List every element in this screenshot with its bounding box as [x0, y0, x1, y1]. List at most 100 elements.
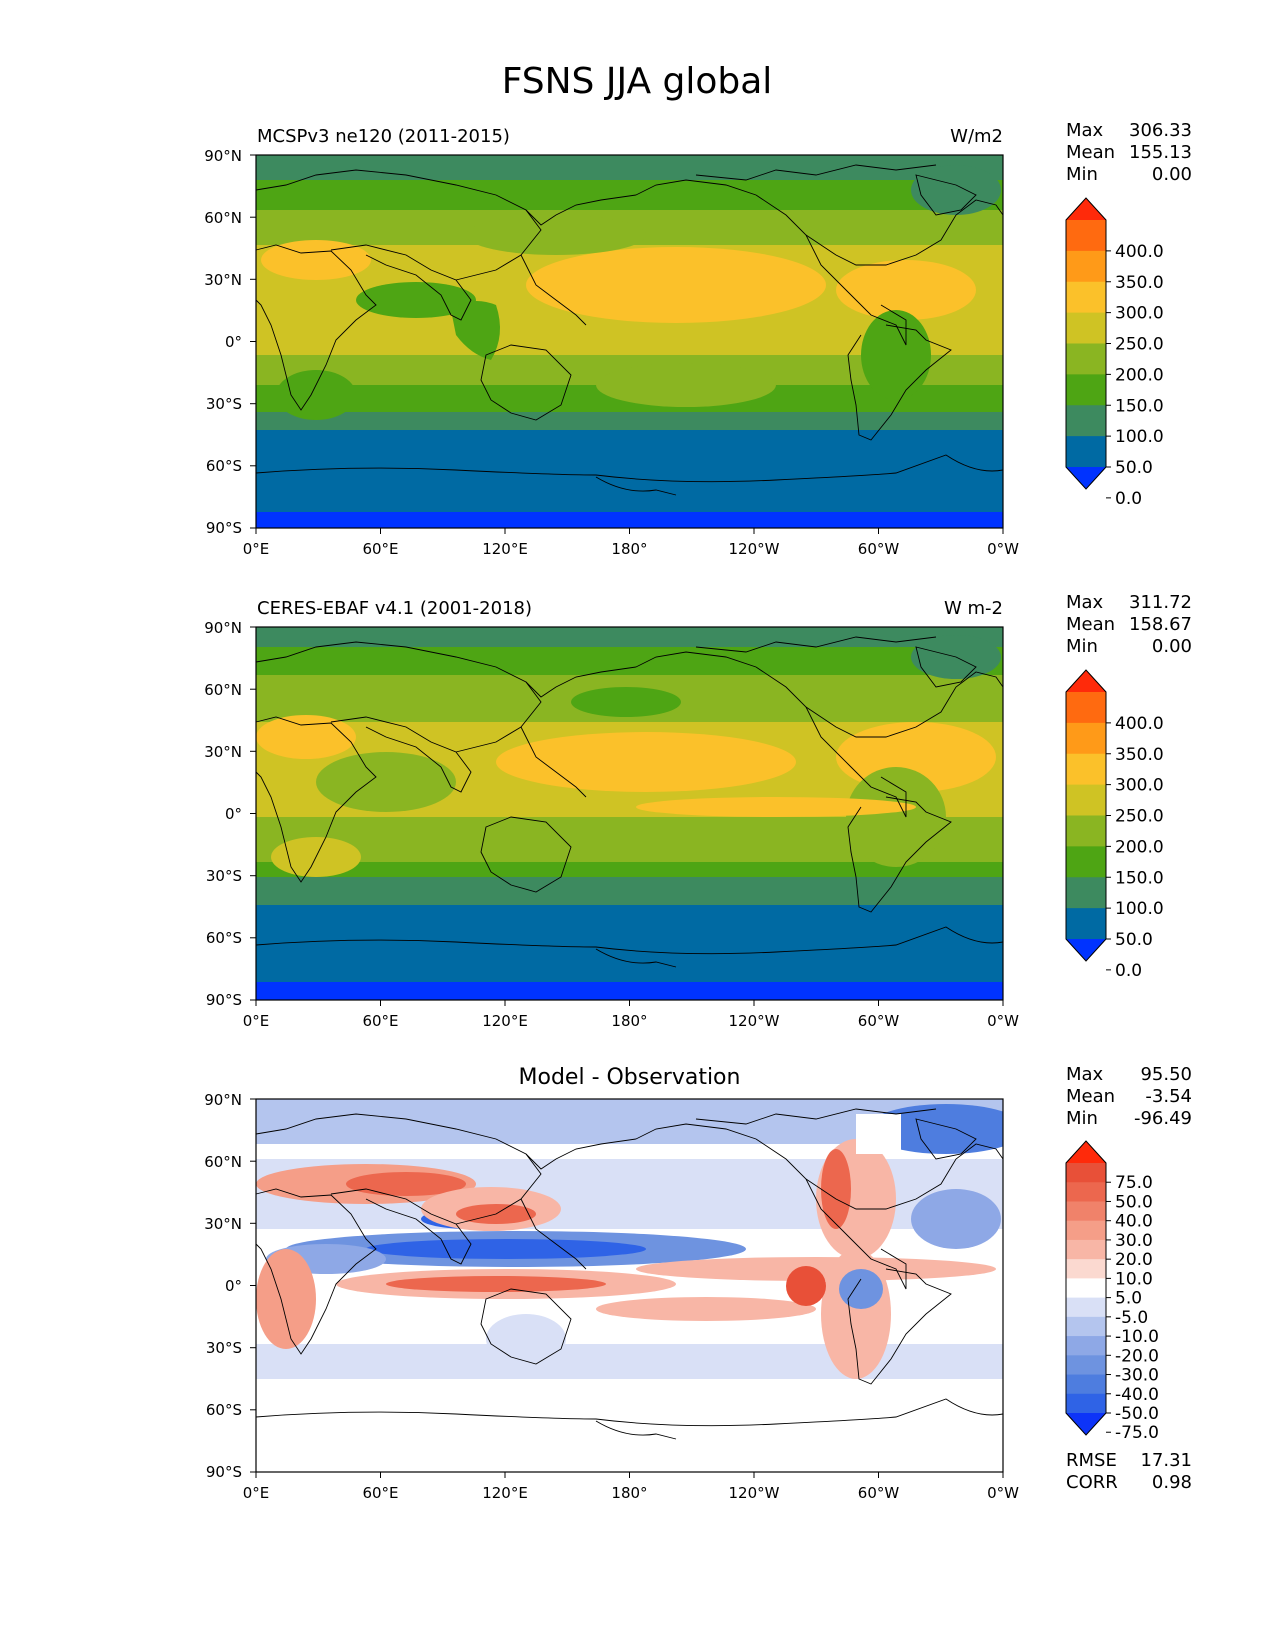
colorbar-swatch — [1066, 1239, 1106, 1260]
stat-value: 155.13 — [1129, 142, 1192, 163]
lat-tick-label: 0° — [225, 1277, 242, 1295]
colorbar-tick-label: 150.0 — [1115, 868, 1164, 888]
lat-tick-label: 60°S — [206, 1401, 242, 1419]
lon-tick-label: 60°E — [362, 1012, 398, 1030]
stat-name: CORR — [1066, 1472, 1118, 1493]
panel-model-lat-axis: 90°N 60°N 30°N 0° 30°S 60°S 90°S — [204, 147, 256, 537]
panel-obs: CERES-EBAF v4.1 (2001-2018) W m-2 — [204, 592, 1192, 1030]
lat-tick-label: 60°N — [204, 209, 242, 227]
colorbar-tick-label: 50.0 — [1115, 1192, 1153, 1212]
panel-diff-lat-axis: 90°N 60°N 30°N 0° 30°S 60°S 90°S — [204, 1091, 256, 1481]
colorbar-tick-label: 400.0 — [1115, 242, 1164, 262]
stat-name: RMSE — [1066, 1450, 1117, 1471]
figure-title: FSNS JJA global — [502, 61, 773, 102]
panel-obs-lat-axis: 90°N 60°N 30°N 0° 30°S 60°S 90°S — [204, 619, 256, 1009]
colorbar-tick-label: 0.0 — [1115, 961, 1142, 981]
colorbar-tick-label: -5.0 — [1115, 1308, 1148, 1328]
colorbar-swatch — [1066, 692, 1106, 724]
lon-tick-label: 0°E — [243, 1012, 270, 1030]
colorbar-tick-label: 200.0 — [1115, 365, 1164, 385]
colorbar-tick-label: 250.0 — [1115, 807, 1164, 827]
stat-value: 158.67 — [1129, 614, 1192, 635]
colorbar-swatch — [1066, 312, 1106, 345]
lon-tick-label: 60°E — [362, 1484, 398, 1502]
colorbar-swatch — [1066, 1297, 1106, 1318]
lat-tick-label: 90°S — [206, 519, 242, 537]
lon-tick-label: 120°E — [482, 540, 528, 558]
lon-tick-label: 0°W — [987, 1484, 1019, 1502]
stat-value: -96.49 — [1134, 1108, 1192, 1129]
colorbar-swatch — [1066, 815, 1106, 847]
colorbar-tick-label: 50.0 — [1115, 458, 1153, 478]
colorbar-tick-label: 30.0 — [1115, 1231, 1153, 1251]
colorbar-extend-min — [1066, 1413, 1106, 1435]
colorbar-tick-label: 200.0 — [1115, 837, 1164, 857]
colorbar-swatch — [1066, 784, 1106, 817]
panel-diff-title: Model - Observation — [519, 1065, 741, 1090]
stat-name: Mean — [1066, 1086, 1115, 1107]
colorbar-swatch — [1066, 908, 1106, 940]
lat-tick-label: 60°N — [204, 1153, 242, 1171]
panel-obs-stats: Max 311.72 Mean 158.67 Min 0.00 — [1066, 592, 1192, 657]
colorbar-swatch — [1066, 250, 1106, 283]
colorbar-tick-label: 150.0 — [1115, 396, 1164, 416]
colorbar-tick-label: -20.0 — [1115, 1346, 1159, 1366]
colorbar-tick-label: 250.0 — [1115, 335, 1164, 355]
stat-name: Min — [1066, 1108, 1098, 1129]
lon-tick-label: 120°E — [482, 1484, 528, 1502]
colorbar-swatch — [1066, 1336, 1106, 1356]
colorbar-swatch — [1066, 1163, 1106, 1183]
panel-model: MCSPv3 ne120 (2011-2015) W/m2 — [204, 120, 1192, 558]
colorbar-tick-label: 100.0 — [1115, 427, 1164, 447]
lat-tick-label: 30°N — [204, 743, 242, 761]
colorbar-swatch — [1066, 343, 1106, 375]
lon-tick-label: 180° — [611, 1012, 647, 1030]
stat-value: 17.31 — [1140, 1450, 1192, 1471]
colorbar-tick-label: 20.0 — [1115, 1250, 1153, 1270]
lon-tick-label: 60°W — [858, 540, 900, 558]
colorbar-swatch — [1066, 436, 1106, 468]
lon-tick-label: 120°W — [729, 1012, 780, 1030]
lat-tick-label: 30°S — [206, 1339, 242, 1357]
colorbar-swatch — [1066, 1201, 1106, 1222]
colorbar-swatch — [1066, 1259, 1106, 1279]
colorbar-extend-min — [1066, 939, 1106, 961]
panel-model-colorbar: 400.0 350.0 300.0 250.0 200.0 150.0 100.0 50.0 0… — [1065, 197, 1164, 509]
lat-tick-label: 90°S — [206, 991, 242, 1009]
panel-diff-coastlines — [255, 1108, 1004, 1440]
panel-diff-stats: Max 95.50 Mean -3.54 Min -96.49 RMSE 17.… — [1066, 1064, 1192, 1493]
panel-obs-units: W m-2 — [944, 598, 1003, 619]
colorbar-extend-min — [1066, 467, 1106, 489]
colorbar-tick-label: 40.0 — [1115, 1212, 1153, 1232]
lat-tick-label: 30°N — [204, 271, 242, 289]
panel-model-lon-axis: 0°E 60°E 120°E 180° 120°W 60°W 0°W — [243, 528, 1019, 558]
stat-name: Min — [1066, 636, 1098, 657]
panel-obs-map — [256, 627, 1003, 1000]
lat-tick-label: 90°S — [206, 1463, 242, 1481]
colorbar-tick-label: 5.0 — [1115, 1289, 1142, 1309]
stat-name: Min — [1066, 164, 1098, 185]
lon-tick-label: 120°W — [729, 1484, 780, 1502]
stat-value: 311.72 — [1129, 592, 1192, 613]
lat-tick-label: 30°N — [204, 1215, 242, 1233]
panel-diff-lon-axis: 0°E 60°E 120°E 180° 120°W 60°W 0°W — [243, 1472, 1019, 1502]
lon-tick-label: 0°W — [987, 540, 1019, 558]
colorbar-tick-label: 75.0 — [1115, 1173, 1153, 1193]
lon-tick-label: 120°W — [729, 540, 780, 558]
lat-tick-label: 90°N — [204, 1091, 242, 1109]
lon-tick-label: 60°E — [362, 540, 398, 558]
panel-model-left-label: MCSPv3 ne120 (2011-2015) — [257, 126, 510, 147]
lat-tick-label: 30°S — [206, 395, 242, 413]
stat-value: 95.50 — [1140, 1064, 1192, 1085]
panel-diff: Model - Observation — [204, 1064, 1192, 1502]
stat-name: Max — [1066, 1064, 1104, 1085]
lat-tick-label: 90°N — [204, 619, 242, 637]
panel-model-stats: Max 306.33 Mean 155.13 Min 0.00 — [1066, 120, 1192, 185]
stat-value: 0.00 — [1152, 636, 1192, 657]
panel-diff-colorbar: 75.050.040.030.020.010.05.0-5.0-10.0-20.… — [1065, 1140, 1159, 1443]
colorbar-swatch — [1066, 753, 1106, 786]
lat-tick-label: 90°N — [204, 147, 242, 165]
colorbar-swatch — [1066, 1393, 1106, 1414]
lat-tick-label: 60°N — [204, 681, 242, 699]
